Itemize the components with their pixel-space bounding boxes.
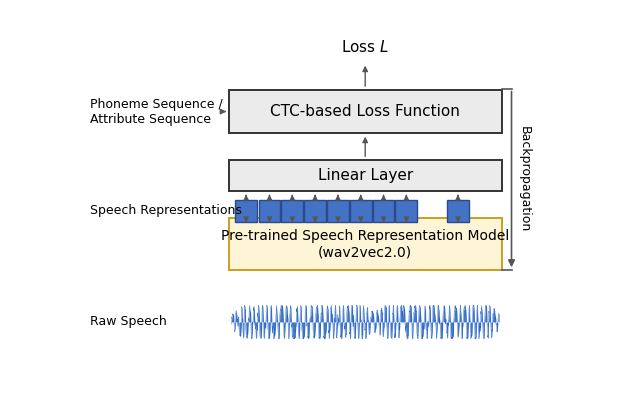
FancyBboxPatch shape [396,200,417,222]
Text: Raw Speech: Raw Speech [90,316,166,328]
Text: Backpropagation: Backpropagation [517,126,531,232]
FancyBboxPatch shape [372,200,394,222]
Text: Phoneme Sequence /
Attribute Sequence: Phoneme Sequence / Attribute Sequence [90,97,223,126]
FancyBboxPatch shape [350,200,372,222]
FancyBboxPatch shape [229,160,502,191]
FancyBboxPatch shape [447,200,469,222]
Text: Speech Representations: Speech Representations [90,204,242,217]
Text: CTC-based Loss Function: CTC-based Loss Function [270,104,460,119]
FancyBboxPatch shape [229,90,502,133]
FancyBboxPatch shape [282,200,303,222]
FancyBboxPatch shape [327,200,349,222]
FancyBboxPatch shape [229,218,502,270]
FancyBboxPatch shape [304,200,326,222]
FancyBboxPatch shape [259,200,280,222]
FancyBboxPatch shape [236,200,257,222]
Text: Linear Layer: Linear Layer [317,168,413,183]
Text: Loss $\mathit{L}$: Loss $\mathit{L}$ [341,39,389,55]
Text: Pre-trained Speech Representation Model
(wav2vec2.0): Pre-trained Speech Representation Model … [221,229,509,259]
